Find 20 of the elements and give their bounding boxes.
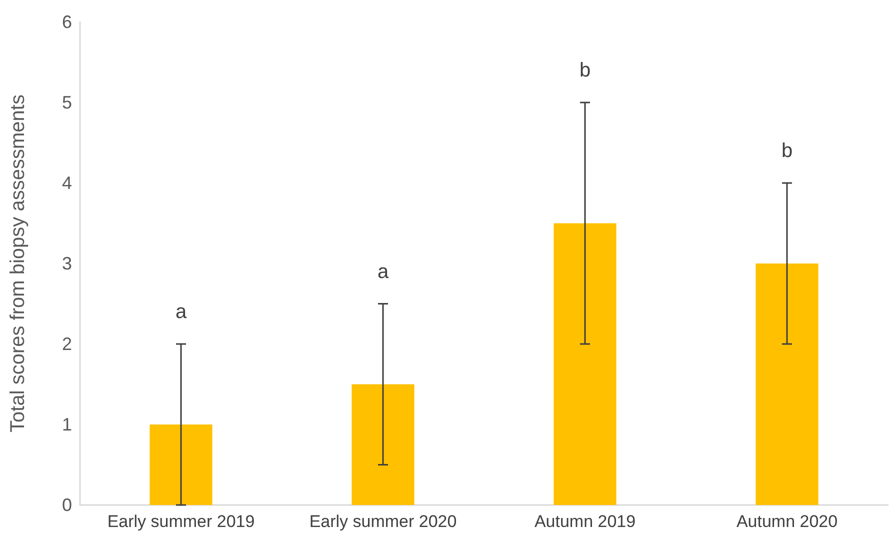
bar <box>352 384 414 505</box>
annotation: b <box>579 60 591 82</box>
y-tick-label: 4 <box>62 173 72 193</box>
annotation: a <box>377 260 390 283</box>
y-tick-label: 1 <box>62 414 72 434</box>
bar <box>756 264 818 505</box>
bar <box>150 424 212 505</box>
y-tick-label: 6 <box>62 12 72 32</box>
y-tick-label: 5 <box>62 92 72 112</box>
x-tick-label: Early summer 2019 <box>107 512 255 531</box>
y-tick-label: 2 <box>62 334 72 354</box>
x-tick-label: Autumn 2019 <box>534 512 636 531</box>
bar <box>554 223 616 505</box>
y-axis-title: Total scores from biopsy assessments <box>7 94 29 432</box>
x-tick-label: Early summer 2020 <box>309 512 457 531</box>
annotation: b <box>781 140 793 162</box>
y-tick-label: 3 <box>62 254 72 274</box>
x-tick-label: Autumn 2020 <box>736 512 838 531</box>
annotation: a <box>175 301 188 323</box>
y-tick-label: 0 <box>62 495 72 515</box>
